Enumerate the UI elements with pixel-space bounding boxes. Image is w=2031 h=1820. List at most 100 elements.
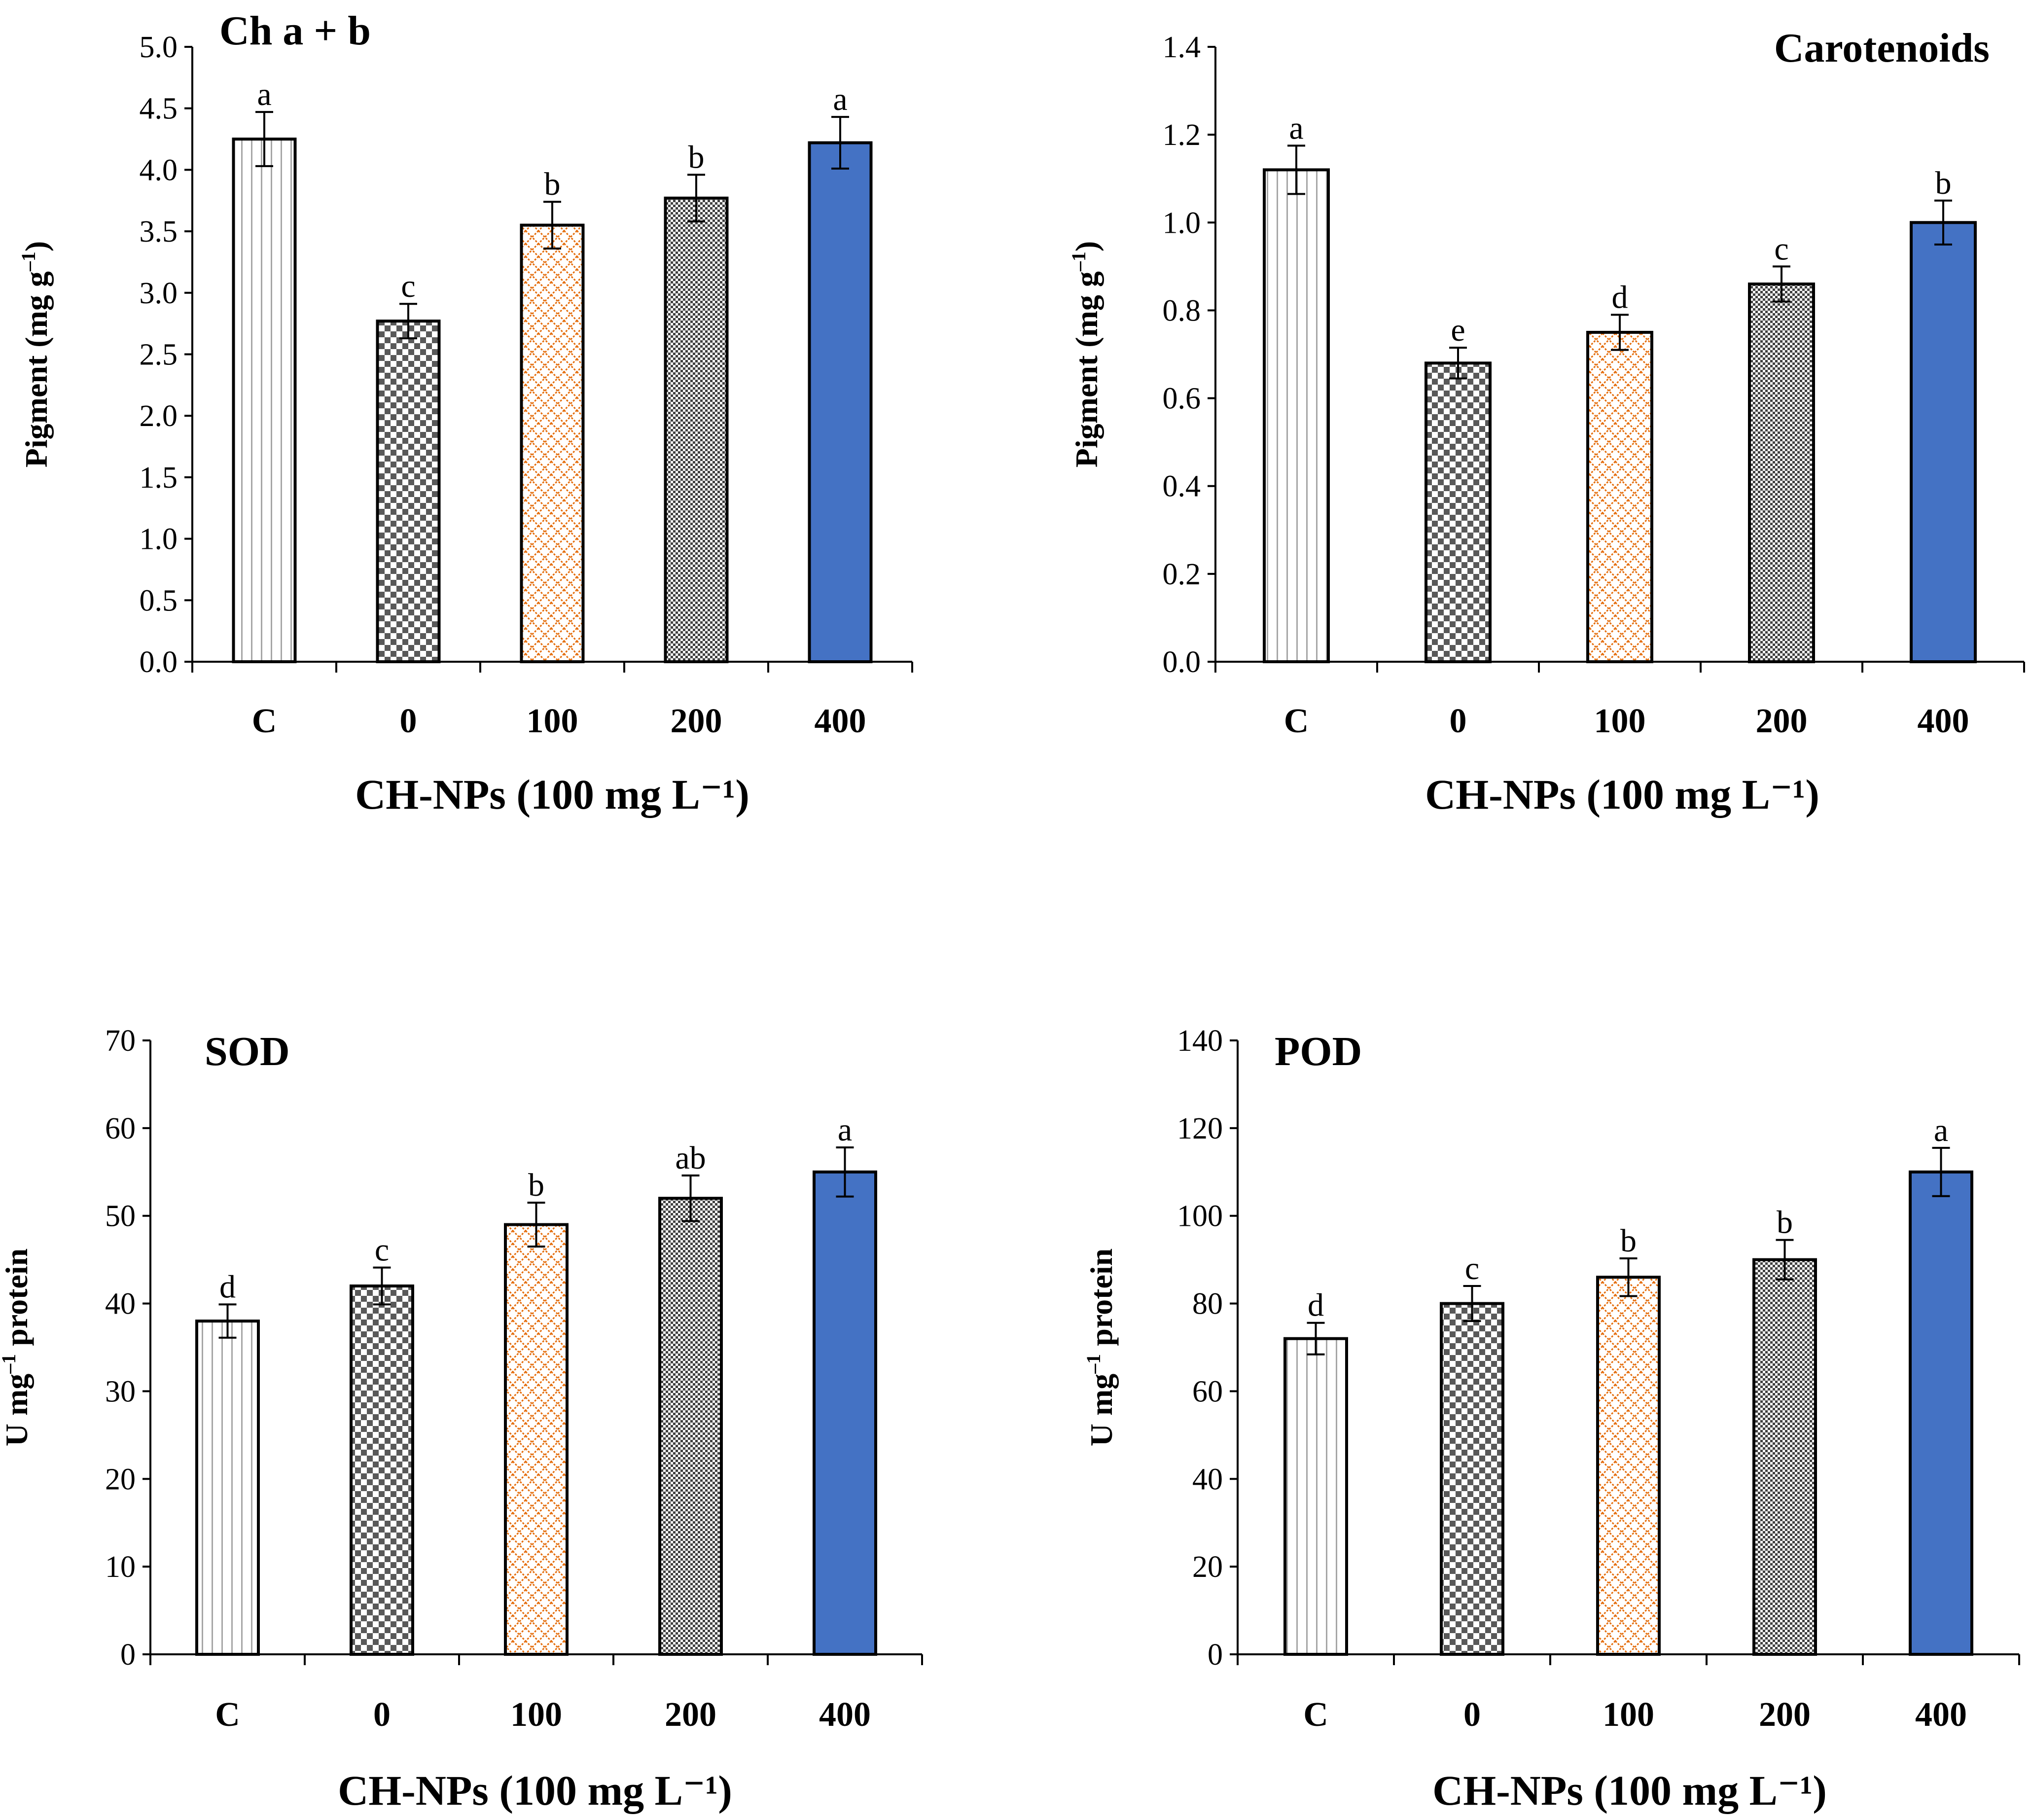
y-tick-label: 0.8 [1163,294,1201,327]
bar-100 [504,1223,569,1656]
y-tick-label: 0.5 [140,584,178,617]
y-axis-title: Pigment (mg g–1) [17,241,54,467]
bar-C [1263,168,1330,663]
bar-400 [1910,221,1977,663]
significance-letter: b [688,139,705,175]
significance-letter: a [1934,1112,1948,1148]
panel-title: Ch a + b [219,8,371,54]
y-tick-label: 120 [1177,1112,1223,1145]
significance-letter: b [1777,1205,1793,1241]
category-label: C [1303,1696,1328,1734]
bar-200 [664,196,729,663]
axes [1208,46,2025,673]
bar-400 [1909,1170,1973,1656]
bars: a c b b a [232,76,873,664]
y-tick-label: 4.5 [140,92,178,126]
y-tick-label: 40 [1192,1463,1223,1496]
category-label: 400 [1918,702,1969,740]
significance-letter: a [838,1112,852,1148]
y-tick-label: 20 [1192,1550,1223,1584]
axes [184,46,913,673]
category-label: 0 [373,1696,391,1734]
significance-letter: e [1451,312,1465,348]
significance-letter: a [833,81,847,117]
y-tick-label: 3.0 [140,277,178,310]
y-tick-labels: 0.0 0.2 0.4 0.6 0.8 1.0 1.2 1.4 [1163,31,1201,679]
category-label: 200 [671,702,722,740]
y-tick-label: 1.2 [1163,118,1201,152]
y-tick-label: 1.4 [1163,31,1201,64]
y-tick-label: 1.5 [140,461,178,495]
y-tick-label: 100 [1177,1200,1223,1233]
category-label: 400 [1915,1696,1967,1734]
y-tick-labels: 0 10 20 30 40 50 60 70 [105,1024,136,1672]
category-label: 100 [1594,702,1646,740]
y-tick-label: 2.0 [140,399,178,433]
y-axis-title: Pigment (mg g–1) [1068,241,1104,467]
bar-400 [808,141,873,664]
y-tick-label: 70 [105,1024,136,1058]
category-label: 400 [815,702,866,740]
x-axis-title: CH-NPs (100 mg L⁻¹) [1425,771,1819,818]
significance-letter: d [1612,279,1628,315]
bar-400 [813,1170,877,1656]
y-tick-labels: 0.0 0.5 1.0 1.5 2.0 2.5 3.0 3.5 4.0 4.5 5.0 [140,31,178,679]
y-tick-label: 3.5 [140,215,178,249]
category-label: C [1284,702,1309,740]
category-label: 200 [1759,1696,1811,1734]
bar-0 [376,320,441,663]
y-tick-label: 20 [105,1463,136,1496]
category-labels: C 0 100 200 400 [252,702,866,740]
bar-100 [1596,1276,1661,1656]
category-label: 100 [527,702,578,740]
bars: d c b b a [1283,1112,1973,1656]
chart-panel-sod: 0 10 20 30 40 50 60 70 d c b ab a C 0 100 200 400 SOD C… [0,1024,923,1814]
bar-0 [1440,1302,1504,1656]
panel-title: SOD [205,1029,290,1074]
category-label: 100 [1603,1696,1654,1734]
panel-title: Carotenoids [1774,25,1990,71]
category-label: 0 [1463,1696,1481,1734]
significance-letter: b [1620,1223,1637,1259]
significance-letter: c [1465,1250,1479,1286]
y-tick-label: 1.0 [140,523,178,556]
bar-200 [1748,282,1815,663]
y-tick-label: 0.6 [1163,382,1201,416]
category-labels: C 0 100 200 400 [1284,702,1969,740]
significance-letter: a [257,76,271,112]
y-tick-label: 5.0 [140,31,178,64]
y-tick-labels: 0 20 40 60 80 100 120 140 [1177,1024,1223,1672]
category-label: C [252,702,277,740]
significance-letter: b [1935,165,1952,201]
y-tick-label: 80 [1192,1287,1223,1321]
category-label: C [215,1696,240,1734]
category-labels: C 0 100 200 400 [215,1696,871,1734]
y-axis-title: U mg–1 protein [1082,1249,1119,1446]
y-tick-label: 0 [120,1638,136,1672]
bar-C [232,138,297,663]
significance-letter: ab [675,1140,706,1176]
y-tick-label: 30 [105,1375,136,1408]
bar-200 [1752,1258,1817,1656]
category-label: 200 [665,1696,716,1734]
y-tick-label: 10 [105,1550,136,1584]
significance-letter: a [1289,110,1303,146]
chart-panel-carotenoids: 0.0 0.2 0.4 0.6 0.8 1.0 1.2 1.4 a e d c b C 0 100 200 4… [1068,25,2025,818]
y-tick-label: 50 [105,1200,136,1233]
bars: d c b ab a [195,1112,877,1656]
bar-C [1283,1337,1348,1656]
y-tick-label: 0.0 [140,645,178,679]
bar-C [195,1320,260,1656]
category-label: 0 [1450,702,1467,740]
axes [1230,1039,2020,1665]
bar-200 [658,1197,723,1656]
y-tick-label: 60 [1192,1375,1223,1408]
y-tick-label: 1.0 [1163,206,1201,240]
significance-letter: d [1308,1287,1324,1323]
y-tick-label: 0.2 [1163,558,1201,591]
significance-letter: d [219,1269,236,1305]
y-tick-label: 60 [105,1112,136,1145]
x-axis-title: CH-NPs (100 mg L⁻¹) [338,1767,732,1814]
significance-letter: b [544,166,561,202]
